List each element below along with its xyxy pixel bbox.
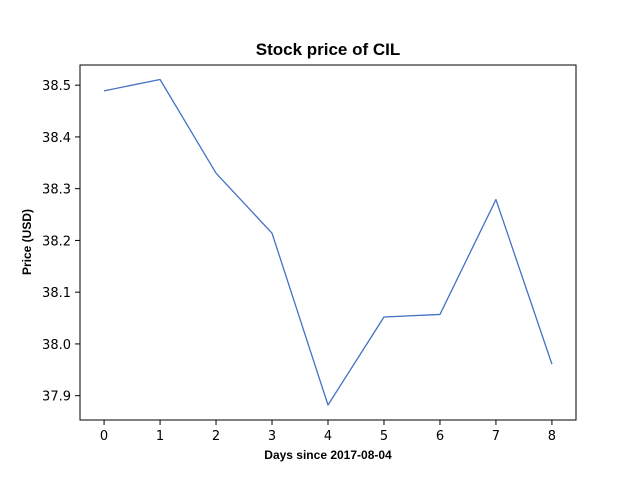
y-axis-ticks: 37.9 38.0 38.1 38.2 38.3 38.4 38.5 (42, 79, 80, 405)
x-tick-label: 3 (268, 429, 276, 444)
x-tick-label: 0 (100, 429, 108, 444)
x-axis-ticks: 0 1 2 3 4 5 6 7 8 (100, 420, 556, 444)
y-tick-label: 38.1 (42, 286, 71, 301)
x-tick-label: 7 (492, 429, 500, 444)
y-tick-label: 38.2 (42, 234, 71, 249)
x-tick-label: 2 (212, 429, 220, 444)
x-axis-label: Days since 2017-08-04 (264, 448, 392, 462)
y-tick-label: 37.9 (42, 390, 71, 405)
x-tick-label: 5 (380, 429, 388, 444)
x-tick-label: 6 (436, 429, 444, 444)
series-layer (103, 78, 553, 406)
y-tick-label: 38.3 (42, 183, 71, 198)
y-tick-label: 38.5 (42, 79, 71, 94)
x-tick-label: 8 (548, 429, 556, 444)
x-tick-label: 1 (156, 429, 164, 444)
plot-area: 0 1 2 3 4 5 6 7 8 37.9 38.0 38.1 38.2 38.3 38.4 38.5 (42, 64, 577, 444)
y-tick-label: 38.0 (42, 338, 71, 353)
series-line-0 (103, 78, 553, 406)
y-tick-label: 38.4 (42, 131, 71, 146)
x-tick-label: 4 (324, 429, 332, 444)
chart-title: Stock price of CIL (256, 40, 401, 59)
y-axis-label: Price (USD) (20, 209, 34, 275)
